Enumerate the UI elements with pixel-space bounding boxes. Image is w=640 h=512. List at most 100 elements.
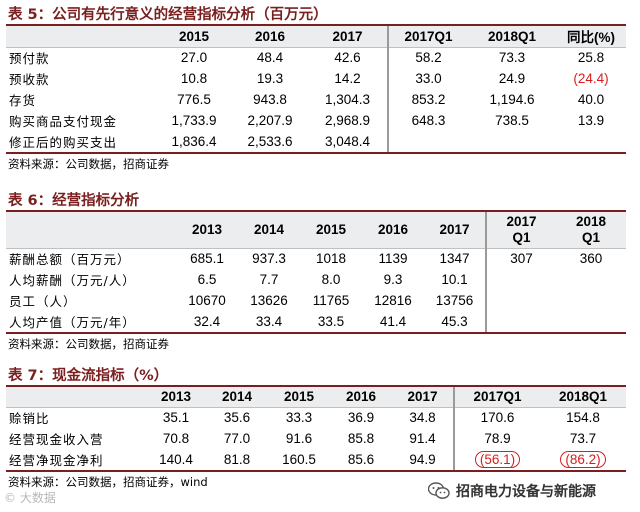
cell: 853.2 — [387, 89, 468, 110]
cell: 7.7 — [259, 272, 279, 287]
cell — [468, 131, 556, 152]
cell: 2,207.9 — [247, 113, 293, 128]
negative-cell: (56.1) — [474, 451, 521, 468]
table5-section: 表 5：公司有先行意义的经营指标分析（百万元） 2015 2016 2017 2… — [6, 4, 626, 174]
cell: 33.0 — [387, 68, 468, 89]
row-label: 经营净现金净利 — [9, 453, 104, 468]
t7-header-0 — [6, 387, 146, 407]
row-label: 赊销比 — [9, 411, 50, 427]
watermark: © 大数据 — [4, 491, 56, 505]
cell: 154.8 — [566, 410, 600, 426]
t5-header-2: 2016 — [232, 26, 308, 47]
cell: 14.2 — [334, 71, 361, 86]
cell: 41.4 — [379, 314, 407, 329]
cell: 33.4 — [255, 314, 283, 329]
cell — [387, 131, 468, 152]
cell: 10.1 — [441, 272, 468, 287]
table5: 2015 2016 2017 2017Q1 2018Q1 同比(%) 预付款 2… — [6, 26, 626, 152]
t6-header-4: 2016 — [362, 212, 424, 248]
cell: 32.4 — [193, 314, 221, 329]
cell: 10670 — [188, 293, 226, 308]
table-row: 人均薪酬（万元/人） 6.5 7.7 8.0 9.3 10.1 — [6, 269, 626, 290]
cell: 91.4 — [409, 431, 436, 446]
cell: 85.6 — [347, 452, 375, 467]
cell: 140.4 — [159, 452, 193, 467]
t6-header-0 — [6, 212, 176, 248]
row-label: 预付款 — [9, 51, 50, 67]
cell: 40.0 — [577, 92, 605, 107]
cell: 11765 — [312, 293, 350, 308]
row-label: 员工（人） — [9, 294, 77, 309]
cell: 36.9 — [347, 410, 375, 426]
row-label: 修正后的购买支出 — [9, 135, 118, 150]
table-row: 人均产值（万元/年） 32.4 33.4 33.5 41.4 45.3 — [6, 311, 626, 332]
cell: 58.2 — [387, 47, 468, 68]
cell: 3,048.4 — [324, 134, 371, 149]
cell: 160.5 — [282, 452, 316, 467]
table-row: 购买商品支付现金 1,733.9 2,207.9 2,968.9 648.3 7… — [6, 110, 626, 131]
t5-header-5: 2018Q1 — [468, 26, 556, 47]
negative-cell: (86.2) — [560, 451, 606, 468]
cell — [485, 311, 556, 332]
row-label: 人均产值（万元/年） — [9, 315, 136, 330]
table-row: 预付款 27.0 48.4 42.6 58.2 73.3 25.8 — [6, 47, 626, 68]
t6-header-3: 2015 — [300, 212, 362, 248]
cell: 1018 — [315, 251, 347, 267]
cell: 73.3 — [498, 50, 526, 66]
cell: 45.3 — [441, 314, 468, 329]
row-label: 购买商品支付现金 — [9, 114, 118, 129]
cell: 35.1 — [162, 410, 190, 426]
cell: 19.3 — [256, 71, 284, 86]
row-label: 预收款 — [9, 72, 50, 87]
cell — [485, 269, 556, 290]
row-label: 人均薪酬（万元/人） — [9, 273, 136, 288]
cell: 24.9 — [498, 71, 526, 86]
cell: 12816 — [374, 293, 412, 308]
t5-header-4: 2017Q1 — [387, 26, 468, 47]
cell: 1139 — [378, 251, 408, 267]
cell: 94.9 — [409, 452, 436, 467]
cell: 6.5 — [197, 272, 217, 287]
t7-header-3: 2015 — [268, 387, 330, 407]
cell: 91.6 — [285, 431, 313, 446]
t6-header-7: 2018 Q1 — [556, 212, 626, 248]
cell: 8.0 — [321, 272, 341, 287]
cell: 943.8 — [253, 92, 287, 107]
cell — [556, 269, 626, 290]
table-row: 员工（人） 10670 13626 11765 12816 13756 — [6, 290, 626, 311]
cell: 77.0 — [223, 431, 251, 446]
cell: 9.3 — [383, 272, 403, 287]
cell: 307 — [485, 248, 556, 269]
cell — [556, 131, 626, 152]
table7: 2013 2014 2015 2016 2017 2017Q1 2018Q1 赊… — [6, 387, 626, 470]
t6-header-1: 2013 — [176, 212, 238, 248]
table-row: 修正后的购买支出 1,836.4 2,533.6 3,048.4 — [6, 131, 626, 152]
t7-header-6: 2017Q1 — [453, 387, 540, 407]
t5-header-1: 2015 — [156, 26, 232, 47]
table-row: 赊销比 35.1 35.6 33.3 36.9 34.8 170.6 154.8 — [6, 407, 626, 428]
negative-cell-wrap: (86.2) — [540, 449, 626, 470]
cell: 10.8 — [180, 71, 208, 86]
cell — [556, 311, 626, 332]
negative-cell: (24.4) — [573, 71, 609, 86]
t7-header-4: 2016 — [330, 387, 392, 407]
t6-header-2: 2014 — [238, 212, 300, 248]
cell: 48.4 — [256, 50, 284, 66]
cell: 685.1 — [190, 251, 224, 267]
t7-header-7: 2018Q1 — [540, 387, 626, 407]
wechat-icon — [428, 482, 450, 499]
table-row: 薪酬总额（百万元） 685.1 937.3 1018 1139 1347 307… — [6, 248, 626, 269]
table6-source: 资料来源：公司数据，招商证券 — [6, 332, 626, 354]
cell — [556, 290, 626, 311]
cell: 2,533.6 — [247, 134, 293, 149]
cell: 13756 — [435, 293, 474, 308]
row-label: 薪酬总额（百万元） — [9, 252, 131, 268]
t5-header-3: 2017 — [308, 26, 388, 47]
cell: 42.6 — [334, 50, 361, 66]
table-row: 预收款 10.8 19.3 14.2 33.0 24.9 (24.4) — [6, 68, 626, 89]
table6-title: 表 6：经营指标分析 — [6, 190, 626, 212]
table7-title: 表 7：现金流指标（%） — [6, 365, 626, 387]
cell: 1,733.9 — [171, 113, 217, 128]
row-label: 经营现金收入营 — [9, 432, 104, 447]
cell: 25.8 — [577, 50, 605, 66]
